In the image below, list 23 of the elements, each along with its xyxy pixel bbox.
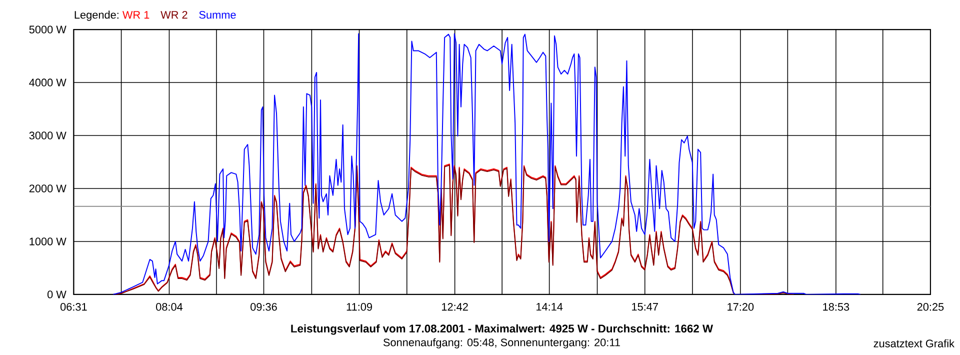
y-tick-label: 2000 W (29, 184, 66, 193)
x-tick-label: 12:42 (442, 303, 468, 311)
y-tick-label: 1000 W (30, 238, 66, 246)
y-tick-label: 4000 W (29, 78, 66, 87)
legend-title: Legende: (74, 10, 118, 22)
text: WR 2 (160, 11, 188, 19)
y-tick-label: 0 W (47, 290, 66, 299)
text: Leistungsverlauf vom 17.08.2001 - Maximalwert: 4925 W - Durchschnitt: 1662 W (291, 324, 713, 336)
text: WR 1 (122, 11, 150, 19)
x-tick-label: 08:04 (156, 303, 183, 311)
x-tick-label: 09:36 (250, 303, 277, 311)
text: Sonnenaufgang: 05:48, Sonnenuntergang: 20:11 (383, 338, 620, 349)
text: Summe (199, 11, 236, 19)
y-tick-label: 3000 W (29, 132, 66, 140)
x-tick-label: 18:53 (823, 303, 850, 311)
x-tick-label: 11:09 (346, 303, 372, 311)
x-tick-label: 14:14 (536, 303, 563, 311)
x-tick-label: 17:20 (728, 303, 754, 311)
y-tick-label: 5000 W (29, 26, 66, 34)
x-tick-label: 06:31 (60, 303, 87, 311)
x-tick-label: 15:47 (632, 303, 658, 311)
text: zusatztext Grafik (874, 340, 954, 348)
x-tick-label: 20:25 (917, 303, 944, 311)
